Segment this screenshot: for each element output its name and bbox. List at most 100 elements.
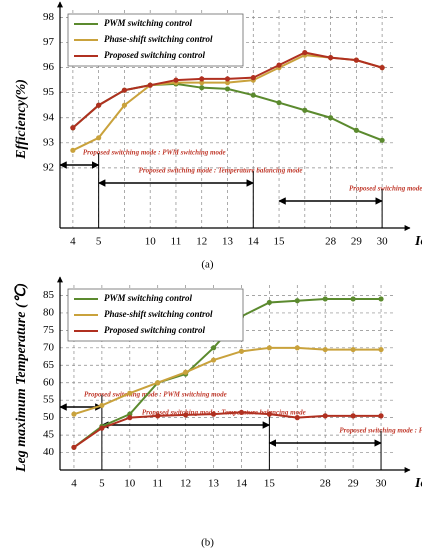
x-tick-label: 11 xyxy=(171,236,182,248)
x-tick-label: 28 xyxy=(320,478,332,490)
x-tick-label: 12 xyxy=(196,236,207,248)
data-point xyxy=(70,125,76,131)
data-point xyxy=(353,127,359,133)
data-point xyxy=(238,409,245,416)
x-tick-label: 14 xyxy=(248,236,260,248)
data-point xyxy=(350,296,356,302)
x-tick-label: 29 xyxy=(351,236,363,248)
y-axis-label: Efficiency(%) xyxy=(14,79,29,160)
data-point xyxy=(302,49,308,56)
data-point xyxy=(199,76,205,82)
data-point xyxy=(350,346,356,353)
data-point xyxy=(378,296,384,302)
data-point xyxy=(210,357,217,363)
data-point xyxy=(322,296,328,302)
legend-label: Phase-shift switching control xyxy=(104,34,213,44)
x-tick-label: 10 xyxy=(124,478,136,490)
data-point xyxy=(322,413,328,419)
legend-label: Proposed switching control xyxy=(104,325,206,335)
y-tick-label: 50 xyxy=(43,411,55,423)
legend-label: PWM switching control xyxy=(104,18,193,28)
x-axis-label: Iout (A) xyxy=(414,234,422,249)
x-tick-label: 10 xyxy=(145,236,157,248)
annotation: Proposed switching mode : Temperature ba… xyxy=(139,167,303,175)
legend-label: Phase-shift switching control xyxy=(104,309,213,319)
annotation: Proposed switching mode : PWM switching … xyxy=(84,391,227,399)
y-tick-label: 45 xyxy=(43,429,55,441)
data-point xyxy=(121,102,128,108)
y-axis-label: Leg maximum Temperature (℃) xyxy=(14,283,29,473)
data-point xyxy=(127,390,133,396)
data-point xyxy=(350,413,356,419)
data-point xyxy=(250,75,256,81)
x-tick-label: 4 xyxy=(71,478,77,490)
y-tick-label: 60 xyxy=(43,376,55,388)
annotation: Proposed switching mode : Phase-shift mo… xyxy=(339,427,422,435)
data-point xyxy=(210,345,217,351)
data-point xyxy=(71,411,77,417)
data-point xyxy=(210,411,217,417)
x-tick-label: 11 xyxy=(152,478,163,490)
data-point xyxy=(99,402,105,409)
data-point xyxy=(238,348,245,354)
x-tick-label: 30 xyxy=(376,478,388,490)
x-tick-label: 5 xyxy=(96,236,102,248)
data-point xyxy=(127,415,133,421)
data-point xyxy=(294,345,300,351)
data-point xyxy=(379,65,385,71)
data-point xyxy=(266,345,272,351)
y-tick-label: 55 xyxy=(43,394,55,406)
data-point xyxy=(70,147,76,153)
x-tick-label: 14 xyxy=(236,478,248,490)
series-line xyxy=(73,411,382,449)
data-point xyxy=(199,80,205,86)
data-point xyxy=(224,80,231,86)
y-tick-label: 96 xyxy=(43,61,55,73)
data-point xyxy=(294,415,300,421)
data-point xyxy=(327,115,334,121)
annotation: Proposed switching mode : Phase-shift mo… xyxy=(349,185,422,193)
x-axis-label: Iout (A) xyxy=(414,476,422,491)
data-point xyxy=(250,92,256,98)
y-tick-label: 95 xyxy=(43,86,55,98)
caption: (b) xyxy=(201,537,214,549)
data-point xyxy=(276,100,282,106)
x-tick-label: 4 xyxy=(70,236,76,248)
y-tick-label: 97 xyxy=(43,36,55,48)
x-tick-label: 5 xyxy=(99,478,105,490)
legend-label: Proposed switching control xyxy=(104,50,206,60)
x-tick-label: 15 xyxy=(264,478,276,490)
data-point xyxy=(327,55,334,61)
caption: (a) xyxy=(201,259,214,271)
y-tick-label: 93 xyxy=(43,136,55,148)
data-point xyxy=(147,82,153,88)
y-tick-label: 85 xyxy=(43,289,55,301)
data-point xyxy=(302,107,308,113)
data-point xyxy=(96,102,102,108)
data-point xyxy=(378,346,384,353)
x-tick-label: 13 xyxy=(208,478,220,490)
data-point xyxy=(224,86,231,92)
data-point xyxy=(276,62,282,68)
data-point xyxy=(224,76,231,82)
data-point xyxy=(155,413,161,419)
y-tick-label: 40 xyxy=(43,446,55,458)
data-point xyxy=(99,425,105,431)
data-point xyxy=(199,85,205,91)
data-point xyxy=(266,299,272,306)
x-tick-label: 29 xyxy=(348,478,360,490)
x-tick-label: 28 xyxy=(325,236,337,248)
data-point xyxy=(183,412,189,418)
legend-label: PWM switching control xyxy=(104,293,193,303)
data-point xyxy=(155,380,161,386)
y-tick-label: 94 xyxy=(43,111,55,123)
data-point xyxy=(71,444,77,450)
series-line xyxy=(73,346,382,416)
data-point xyxy=(266,411,272,417)
x-tick-label: 30 xyxy=(377,236,389,248)
y-tick-label: 92 xyxy=(43,161,54,173)
data-point xyxy=(96,135,102,141)
data-point xyxy=(294,298,300,304)
x-tick-label: 13 xyxy=(222,236,234,248)
